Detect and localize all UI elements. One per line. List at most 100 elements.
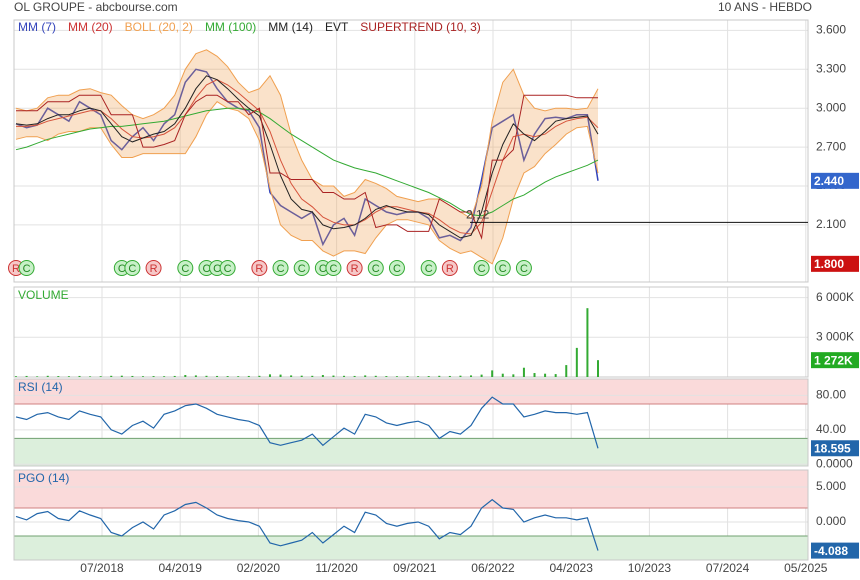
x-tick-label: 05/2025 <box>784 561 828 575</box>
event-label: C <box>329 263 337 275</box>
volume-bar <box>279 374 282 377</box>
volume-bar <box>491 370 494 377</box>
level-label: 2.12 <box>466 208 490 222</box>
legend-entry: BOLL (20, 2) <box>125 20 193 34</box>
legend-entry: EVT <box>325 20 349 34</box>
volume-bar <box>353 375 356 377</box>
volume-bar <box>57 376 60 377</box>
volume-bar <box>258 375 261 377</box>
event-marker <box>473 260 490 276</box>
event-label: C <box>425 263 433 275</box>
volume-bar <box>25 375 28 377</box>
volume-bar <box>67 376 70 377</box>
volume-bar <box>470 375 473 377</box>
event-label: C <box>118 263 126 275</box>
volume-bar <box>395 376 398 377</box>
period-label: 10 ANS - HEBDO <box>718 0 812 14</box>
event-marker <box>272 260 289 276</box>
event-label: C <box>393 263 401 275</box>
volume-bar <box>343 375 346 377</box>
legend-entry: SUPERTREND (10, 3) <box>360 20 480 34</box>
panel-frame <box>13 19 809 283</box>
value-box-label: 18.595 <box>814 441 851 455</box>
volume-bar <box>480 374 483 377</box>
panel-title: PGO (14) <box>18 471 69 485</box>
x-tick-label: 04/2019 <box>159 561 203 575</box>
volume-bar <box>364 375 367 377</box>
volume-bar <box>300 375 303 377</box>
event-marker <box>325 260 342 276</box>
volume-bar <box>501 373 504 377</box>
x-tick-label: 02/2020 <box>237 561 281 575</box>
legend-entry: MM (14) <box>268 20 313 34</box>
event-label: C <box>224 263 232 275</box>
volume-bar <box>268 374 271 377</box>
event-marker <box>124 260 141 276</box>
y-tick-label: 80.00 <box>816 388 846 402</box>
legend-entry: MM (20) <box>68 20 113 34</box>
volume-bar <box>332 375 335 377</box>
x-tick-label: 06/2022 <box>471 561 515 575</box>
indicator-line <box>16 79 599 235</box>
event-label: C <box>478 263 486 275</box>
boll-upper <box>15 49 599 220</box>
volume-bar <box>586 308 589 377</box>
event-label: R <box>351 263 359 275</box>
indicator-line <box>15 75 599 239</box>
y-tick-label: 0.000 <box>816 514 846 528</box>
indicator-line <box>15 498 599 551</box>
x-tick-label: 04/2023 <box>550 561 594 575</box>
event-marker <box>494 260 511 276</box>
event-label: C <box>499 263 507 275</box>
value-box-label: -4.088 <box>814 544 848 558</box>
event-label: C <box>520 263 528 275</box>
overbought-zone <box>14 379 808 404</box>
volume-bar <box>374 375 377 377</box>
legend-entry: MM (7) <box>18 20 56 34</box>
volume-bar <box>163 376 166 377</box>
value-box <box>811 352 859 369</box>
event-marker <box>515 260 532 276</box>
volume-bar <box>152 376 155 377</box>
volume-bar <box>385 376 388 377</box>
volume-bar <box>110 375 113 377</box>
value-box <box>811 440 859 457</box>
volume-bar <box>417 376 420 377</box>
event-label: C <box>213 263 221 275</box>
x-tick-label: 11/2020 <box>315 561 358 575</box>
volume-bar <box>99 376 102 377</box>
event-marker <box>346 260 363 276</box>
value-box <box>811 255 859 272</box>
event-label: R <box>446 263 454 275</box>
event-marker <box>177 260 194 276</box>
volume-bar <box>522 367 525 377</box>
volume-bar <box>141 376 144 377</box>
volume-bar <box>184 375 187 377</box>
event-label: C <box>277 263 285 275</box>
value-box <box>811 542 859 559</box>
panel-frame <box>13 286 809 378</box>
y-tick-label: 2.700 <box>816 139 846 153</box>
boll-lower <box>15 101 599 265</box>
volume-bar <box>15 376 17 377</box>
volume-bar <box>205 375 208 377</box>
volume-bar <box>226 376 229 377</box>
y-tick-label: 3.000 <box>816 100 846 114</box>
indicator-line <box>15 68 599 247</box>
legend-entry: MM (100) <box>205 20 256 34</box>
x-tick-label: 10/2023 <box>628 561 672 575</box>
event-marker <box>293 260 310 276</box>
event-marker <box>441 260 458 276</box>
volume-bar <box>36 376 39 377</box>
event-label: C <box>128 263 136 275</box>
event-label: R <box>255 263 263 275</box>
volume-bar <box>78 375 81 377</box>
event-label: R <box>150 263 158 275</box>
panel-frame <box>13 378 809 467</box>
event-marker <box>251 260 268 276</box>
event-marker <box>367 260 384 276</box>
chart-title: OL GROUPE - abcbourse.com <box>14 0 178 14</box>
volume-bar <box>554 374 557 377</box>
